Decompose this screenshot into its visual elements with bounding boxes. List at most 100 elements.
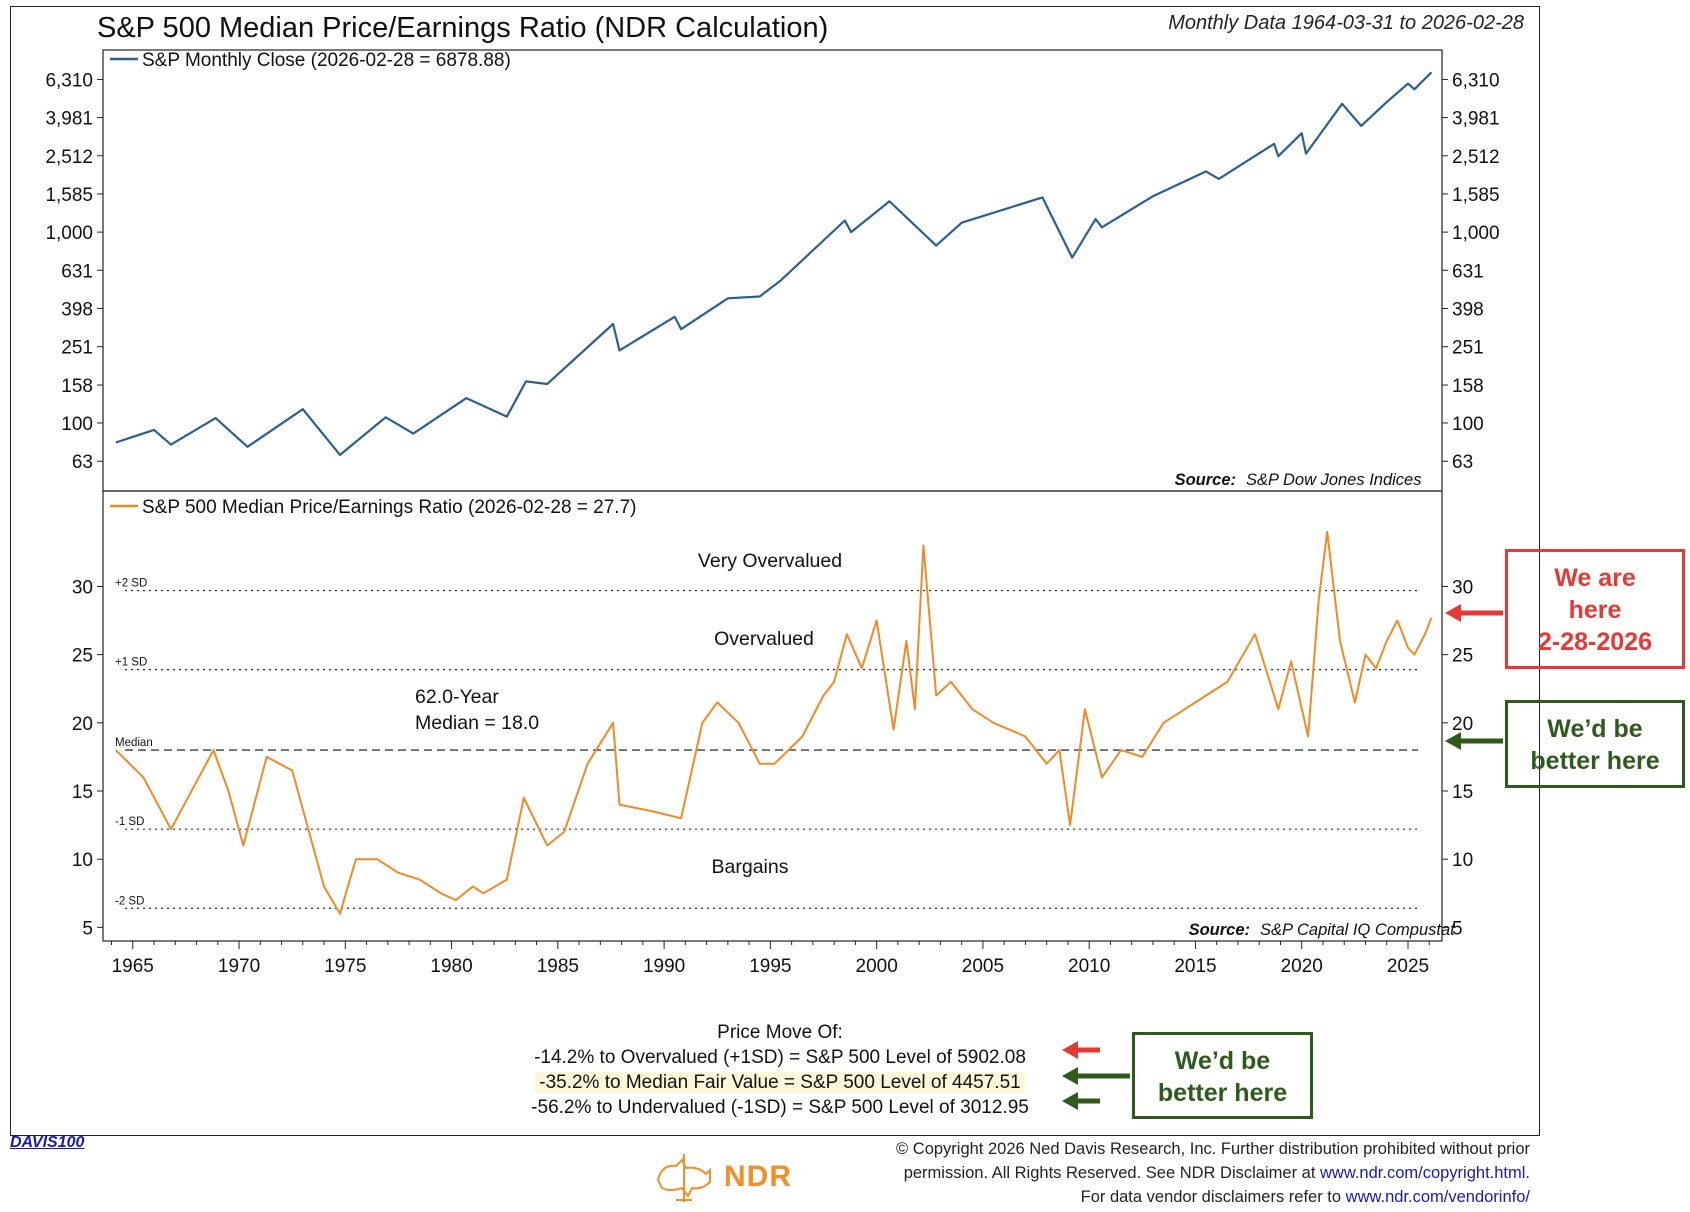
price-source-text: S&P Dow Jones Indices bbox=[1246, 471, 1421, 489]
pe-source-label: Source: bbox=[1189, 921, 1250, 939]
price-source-label: Source: bbox=[1175, 471, 1236, 489]
reference-line-label: -1 SD bbox=[115, 816, 144, 828]
y-tick-label-left: 15 bbox=[72, 782, 93, 803]
copyright-line: © Copyright 2026 Ned Davis Research, Inc… bbox=[896, 1140, 1530, 1158]
y-tick-label-right: 158 bbox=[1452, 376, 1484, 397]
y-tick-label-right: 1,000 bbox=[1452, 223, 1500, 244]
price-move-median: -35.2% to Median Fair Value = S&P 500 Le… bbox=[535, 1072, 1025, 1093]
median-pe-line bbox=[115, 530, 1433, 915]
zone-label-very-overvalued: Very Overvalued bbox=[698, 550, 842, 572]
x-tick-label: 2000 bbox=[856, 956, 898, 977]
copyright-line: For data vendor disclaimers refer to bbox=[1080, 1188, 1342, 1206]
x-tick-label: 2010 bbox=[1068, 956, 1110, 977]
zone-label-overvalued: Overvalued bbox=[714, 628, 814, 650]
better-here-callout-right: We’d be better here bbox=[1505, 700, 1685, 788]
y-tick-label-left: 3,981 bbox=[45, 109, 93, 130]
bottom-panel-box bbox=[102, 490, 1443, 942]
reference-line-label: +2 SD bbox=[115, 578, 147, 590]
price-move-heading: Price Move Of: bbox=[717, 1022, 843, 1043]
callout-line: better here bbox=[1530, 747, 1660, 775]
x-tick-label: 2025 bbox=[1387, 956, 1429, 977]
median-note-line: Median = 18.0 bbox=[415, 712, 539, 734]
x-tick-label: 1970 bbox=[218, 956, 260, 977]
chart-title: S&P 500 Median Price/Earnings Ratio (NDR… bbox=[97, 12, 829, 44]
ndr-logo: NDR bbox=[652, 1150, 792, 1204]
top-panel-box bbox=[102, 49, 1443, 492]
x-tick-label: 1985 bbox=[537, 956, 579, 977]
x-tick-label: 1965 bbox=[112, 956, 154, 977]
sp-close-line bbox=[115, 71, 1433, 456]
y-tick-label-left: 6,310 bbox=[45, 70, 93, 91]
callout-line: We’d be bbox=[1174, 1047, 1271, 1075]
copyright-link[interactable]: www.ndr.com/copyright.html. bbox=[1320, 1164, 1530, 1182]
better-here-arrow-right-head bbox=[1445, 732, 1461, 750]
callout-line: 2-28-2026 bbox=[1538, 628, 1652, 656]
reference-line-label: -2 SD bbox=[115, 895, 144, 907]
y-tick-label-right: 2,512 bbox=[1452, 147, 1500, 168]
y-tick-label-right: 1,585 bbox=[1452, 185, 1500, 206]
callout-line: We are bbox=[1554, 564, 1636, 592]
y-tick-label-left: 30 bbox=[72, 577, 93, 598]
median-arrow-head bbox=[1062, 1067, 1078, 1085]
y-tick-label-left: 25 bbox=[72, 646, 93, 667]
copyright-line: permission. All Rights Reserved. See NDR… bbox=[903, 1164, 1316, 1182]
pe-legend-label: S&P 500 Median Price/Earnings Ratio (202… bbox=[142, 497, 636, 518]
y-tick-label-left: 2,512 bbox=[45, 147, 93, 168]
we-are-here-callout: We are here 2-28-2026 bbox=[1505, 549, 1685, 669]
y-tick-label-left: 251 bbox=[61, 338, 93, 359]
y-tick-label-left: 1,585 bbox=[45, 185, 93, 206]
y-tick-label-right: 10 bbox=[1452, 850, 1473, 871]
callout-line: here bbox=[1568, 596, 1622, 624]
median-note-line: 62.0-Year bbox=[415, 686, 499, 708]
copyright-notice: © Copyright 2026 Ned Davis Research, Inc… bbox=[810, 1137, 1530, 1209]
overvalued-arrow-head bbox=[1062, 1041, 1078, 1059]
x-tick-label: 1980 bbox=[430, 956, 472, 977]
y-tick-label-right: 20 bbox=[1452, 714, 1473, 735]
bull-bear-logo-icon bbox=[656, 1154, 711, 1202]
y-tick-label-right: 6,310 bbox=[1452, 70, 1500, 91]
callout-line: better here bbox=[1157, 1079, 1288, 1107]
price-move-undervalued: -56.2% to Undervalued (-1SD) = S&P 500 L… bbox=[531, 1097, 1029, 1118]
price-legend-label: S&P Monthly Close (2026-02-28 = 6878.88) bbox=[142, 50, 511, 71]
date-range: Monthly Data 1964-03-31 to 2026-02-28 bbox=[1168, 12, 1524, 34]
better-here-callout-bottom: We’d be better here bbox=[1132, 1032, 1313, 1119]
y-tick-label-right: 3,981 bbox=[1452, 109, 1500, 130]
undervalued-arrow-head bbox=[1062, 1092, 1078, 1110]
ndr-logo-text: NDR bbox=[724, 1160, 792, 1193]
pe-source-text: S&P Capital IQ Compustat bbox=[1260, 921, 1456, 939]
y-tick-label-left: 63 bbox=[72, 452, 93, 473]
y-tick-label-right: 631 bbox=[1452, 261, 1484, 282]
vendor-info-link[interactable]: www.ndr.com/vendorinfo/ bbox=[1345, 1188, 1530, 1206]
y-tick-label-right: 30 bbox=[1452, 577, 1473, 598]
callout-line: We’d be bbox=[1547, 715, 1643, 743]
price-move-overvalued: -14.2% to Overvalued (+1SD) = S&P 500 Le… bbox=[534, 1047, 1026, 1068]
y-tick-label-left: 100 bbox=[61, 414, 93, 435]
y-tick-label-right: 63 bbox=[1452, 452, 1473, 473]
y-tick-label-right: 25 bbox=[1452, 646, 1473, 667]
reference-line-label: Median bbox=[115, 737, 153, 749]
y-tick-label-left: 20 bbox=[72, 714, 93, 735]
y-tick-label-left: 158 bbox=[61, 376, 93, 397]
davis-code-link[interactable]: DAVIS100 bbox=[10, 1134, 85, 1151]
y-tick-label-left: 631 bbox=[61, 261, 93, 282]
x-tick-label: 1975 bbox=[324, 956, 366, 977]
x-tick-label: 2015 bbox=[1174, 956, 1216, 977]
zone-label-bargains: Bargains bbox=[712, 856, 789, 878]
x-tick-label: 2005 bbox=[962, 956, 1004, 977]
price-move-table: Price Move Of: -14.2% to Overvalued (+1S… bbox=[480, 1020, 1080, 1120]
y-tick-label-right: 15 bbox=[1452, 782, 1473, 803]
x-tick-label: 2020 bbox=[1281, 956, 1323, 977]
chart-frame bbox=[10, 6, 1540, 1136]
y-tick-label-right: 398 bbox=[1452, 299, 1484, 320]
x-tick-label: 1995 bbox=[749, 956, 791, 977]
x-tick-label: 1990 bbox=[643, 956, 685, 977]
y-tick-label-left: 398 bbox=[61, 299, 93, 320]
reference-line-label: +1 SD bbox=[115, 657, 147, 669]
y-tick-label-right: 251 bbox=[1452, 338, 1484, 359]
y-tick-label-left: 5 bbox=[82, 918, 93, 939]
y-tick-label-right: 100 bbox=[1452, 414, 1484, 435]
y-tick-label-left: 1,000 bbox=[45, 223, 93, 244]
y-tick-label-right: 5 bbox=[1452, 918, 1463, 939]
we-are-here-arrow-head bbox=[1445, 604, 1461, 622]
